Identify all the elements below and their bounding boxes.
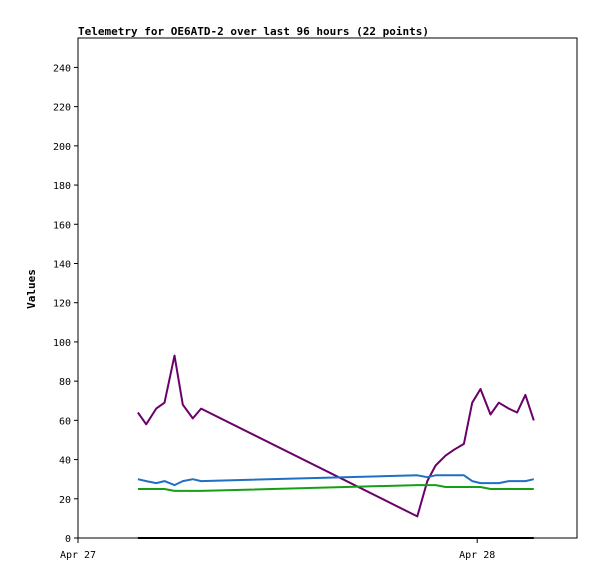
y-tick-label: 20: [59, 495, 71, 506]
y-tick-label: 0: [65, 534, 71, 545]
y-tick-label: 180: [53, 181, 71, 192]
series-line-3: [137, 484, 534, 492]
y-tick-label: 40: [59, 456, 71, 467]
y-tick-label: 140: [53, 259, 71, 270]
y-tick-label: 60: [59, 416, 71, 427]
y-tick-label: 240: [53, 63, 71, 74]
y-tick-label: 220: [53, 103, 71, 114]
series-line-2: [137, 474, 535, 487]
y-tick-label: 160: [53, 220, 71, 231]
series-layer: [137, 354, 535, 539]
y-tick-label: 200: [53, 142, 71, 153]
x-tick-label: Apr 28: [459, 550, 495, 561]
chart-title: Telemetry for OE6ATD-2 over last 96 hour…: [78, 25, 429, 38]
y-tick-label: 120: [53, 299, 71, 310]
plot-frame: [77, 37, 578, 539]
x-tick-label: Apr 27: [60, 550, 96, 561]
y-axis-label: Values: [25, 269, 38, 309]
y-tick-label: 100: [53, 338, 71, 349]
y-tick-label: 80: [59, 377, 71, 388]
x-axis-ticks: Apr 27 Apr 28: [60, 538, 495, 561]
y-axis-ticks: 0 20 40 60 80 100 120 140 160 180 200 220 240: [53, 63, 78, 545]
series-line-1: [137, 354, 535, 518]
